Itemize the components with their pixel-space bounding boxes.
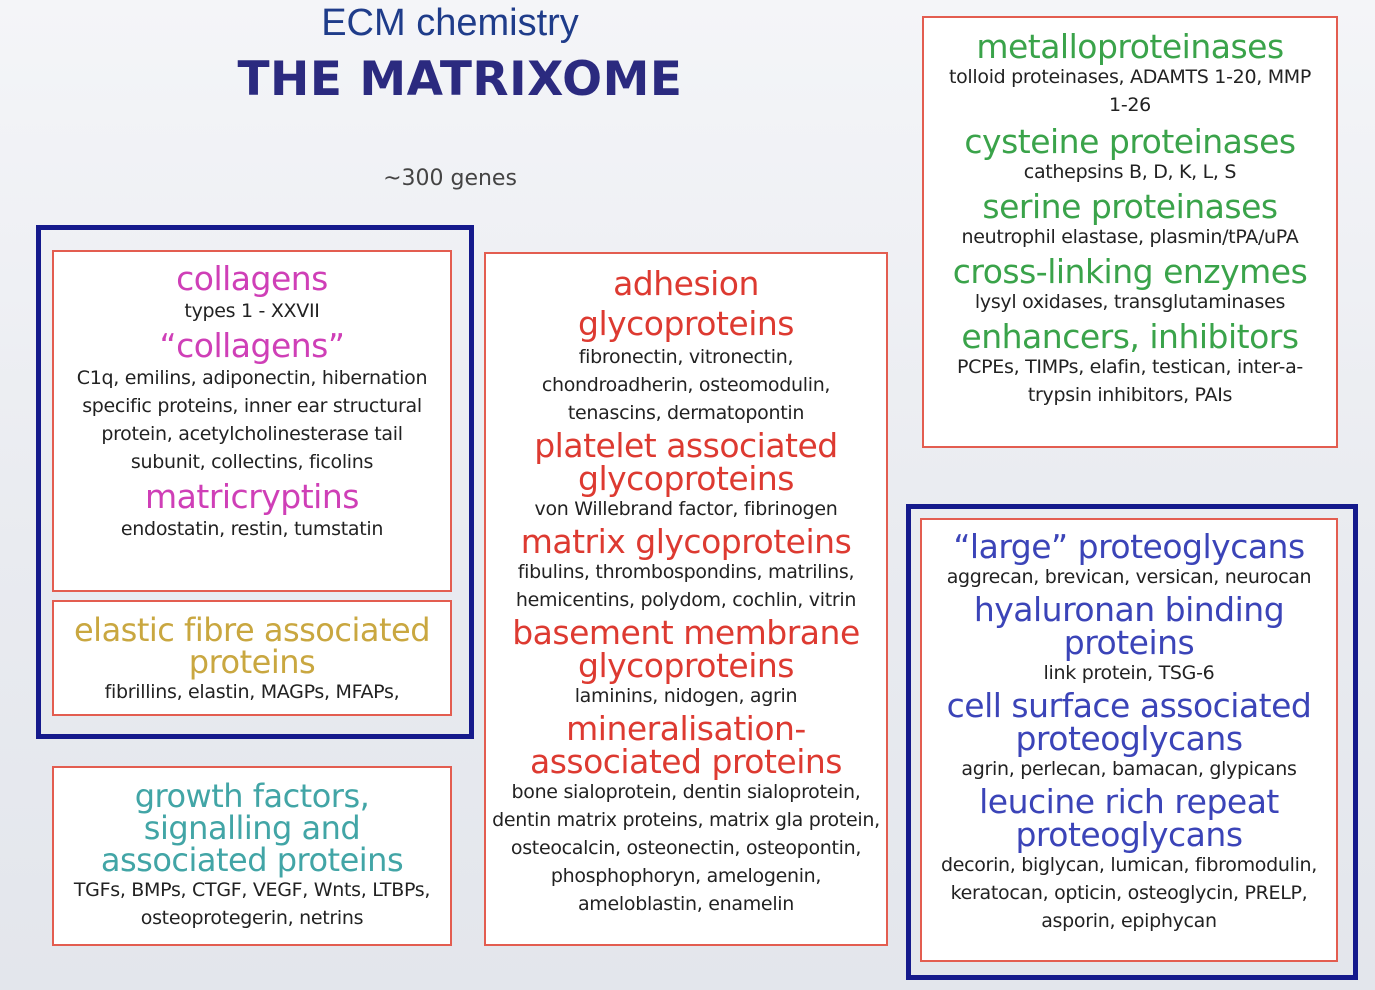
matricryptins-text: endostatin, restin, tumstatin (120, 518, 384, 540)
adhesion-glycoproteins-heading: adhesion glycoproteins (578, 264, 794, 343)
cell-surface-text: agrin, perlecan, bamacan, glypicans (961, 758, 1297, 780)
collagens-box: collagens types 1 - XXVII “collagens” C1… (52, 250, 452, 592)
mineralisation-text: bone sialoprotein, dentin sialoprotein, … (492, 781, 880, 916)
collagen-like-heading: “collagens” (159, 326, 345, 365)
serine-proteinases-heading: serine proteinases (982, 187, 1278, 226)
metalloproteinases-text: tolloid proteinases, ADAMTS 1-20, MMP 1-… (948, 66, 1312, 116)
basement-membrane-heading: basement membrane glycoproteins (512, 613, 860, 686)
serine-proteinases-text: neutrophil elastase, plasmin/tPA/uPA (961, 226, 1299, 248)
platelet-glycoproteins-heading: platelet associated glycoproteins (534, 426, 838, 499)
collagens-heading: collagens (176, 259, 328, 298)
slide-title: THE MATRIXOME (237, 52, 683, 107)
large-proteoglycans-heading: “large” proteoglycans (953, 527, 1305, 566)
elastic-fibre-text: fibrillins, elastin, MAGPs, MFAPs, (104, 681, 400, 703)
basement-membrane-text: laminins, nidogen, agrin (574, 685, 798, 708)
collagen-types-text: types 1 - XXVII (184, 300, 320, 322)
hyaluronan-binding-heading: hyaluronan binding proteins (973, 590, 1285, 662)
leucine-rich-text: decorin, biglycan, lumican, fibromodulin… (940, 854, 1318, 932)
metalloproteinases-heading: metalloproteinases (976, 27, 1284, 66)
proteoglycan-frame (906, 504, 1358, 980)
platelet-glycoproteins-text: von Willebrand factor, fibrinogen (534, 498, 838, 521)
mineralisation-heading: mineralisation-associated proteins (529, 709, 843, 782)
matrix-glycoproteins-text: fibulins, thrombospondins, matrilins, he… (515, 561, 857, 612)
cysteine-proteinases-heading: cysteine proteinases (964, 122, 1296, 161)
enhancers-inhibitors-heading: enhancers, inhibitors (961, 317, 1299, 356)
large-proteoglycans-text: aggrecan, brevican, versican, neurocan (946, 566, 1312, 588)
growth-factors-heading: growth factors, signalling and associate… (100, 777, 404, 879)
cross-linking-heading: cross-linking enzymes (952, 252, 1308, 291)
elastic-fibre-heading: elastic fibre associated proteins (73, 611, 431, 681)
cell-surface-heading: cell surface associated proteoglycans (946, 686, 1312, 758)
proteoglycans-box: “large” proteoglycans aggrecan, brevican… (920, 518, 1338, 962)
core-matrisome-frame-left (36, 225, 474, 739)
growth-factors-text: TGFs, BMPs, CTGF, VEGF, Wnts, LTBPs, ost… (73, 879, 431, 929)
matrix-glycoproteins-heading: matrix glycoproteins (520, 522, 852, 562)
elastic-fibre-box: elastic fibre associated proteins fibril… (52, 600, 452, 716)
glycoproteins-box: adhesion glycoproteins fibronectin, vitr… (484, 252, 888, 946)
slide-subtitle: ECM chemistry (321, 2, 579, 44)
hyaluronan-binding-text: link protein, TSG-6 (1043, 662, 1215, 684)
enhancers-inhibitors-text: PCPEs, TIMPs, elafin, testican, inter-a-… (957, 356, 1303, 406)
adhesion-glycoproteins-text: fibronectin, vitronectin, chondroadherin… (541, 346, 831, 425)
matricryptins-heading: matricryptins (145, 477, 359, 516)
collagen-like-text: C1q, emilins, adiponectin, hibernation s… (76, 367, 428, 473)
enzymes-box: metalloproteinases tolloid proteinases, … (922, 16, 1338, 448)
leucine-rich-heading: leucine rich repeat proteoglycans (979, 782, 1279, 854)
cysteine-proteinases-text: cathepsins B, D, K, L, S (1023, 161, 1237, 183)
gene-count: ~300 genes (383, 166, 517, 191)
growth-factors-box: growth factors, signalling and associate… (52, 766, 452, 946)
cross-linking-text: lysyl oxidases, transglutaminases (974, 291, 1286, 313)
